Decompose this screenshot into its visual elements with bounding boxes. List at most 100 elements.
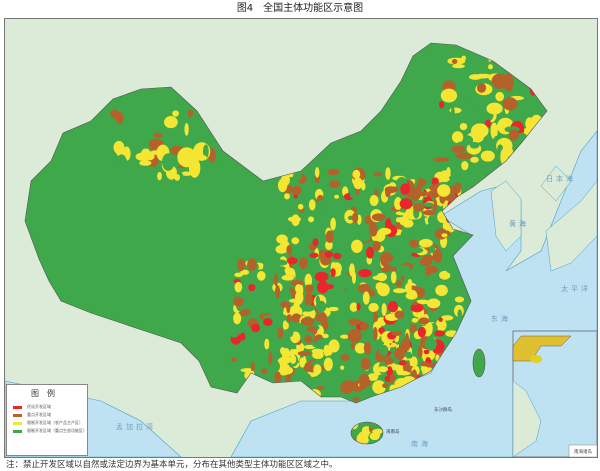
region-patch [230,332,239,338]
region-patch [174,174,181,181]
region-patch [300,372,312,384]
region-patch [330,268,336,277]
region-patch [411,247,424,254]
region-patch [356,432,368,444]
region-patch [405,367,414,373]
region-patch [368,302,379,312]
region-patch [360,357,371,371]
region-patch [319,249,327,260]
region-patch [356,302,361,311]
region-patch [237,258,246,272]
swatch-brown [13,413,22,417]
region-patch [400,229,408,243]
region-patch [313,227,324,237]
region-patch [454,296,465,303]
region-patch [432,249,443,263]
region-patch [448,175,463,181]
region-patch [411,347,417,356]
sea-label: 东海 [491,314,511,323]
map: 南海诸岛 黄海 东海 日本海 太平洋 南海 孟加拉湾 东沙群岛 海南岛 [4,18,598,458]
region-patch [352,169,361,179]
region-patch [372,172,383,177]
region-patch [332,286,347,300]
region-patch [450,145,466,153]
region-patch [397,370,411,376]
region-patch [441,233,448,238]
region-patch [184,122,189,136]
region-patch [312,341,323,348]
region-patch [264,338,270,350]
region-patch [260,368,268,374]
region-patch [435,318,447,332]
swatch-red [13,405,22,409]
region-patch [357,283,371,293]
legend-item: 重点开发区域 [13,411,87,419]
region-patch [477,82,487,93]
region-patch [349,186,355,199]
region-patch [368,222,378,237]
region-patch [116,154,127,171]
region-patch [422,209,437,216]
region-patch [394,310,405,319]
region-patch [490,122,498,140]
region-patch [426,190,441,199]
region-patch [434,330,445,337]
region-patch [418,179,427,186]
region-patch [399,198,413,210]
region-patch [304,292,313,307]
region-patch [404,351,412,358]
region-patch [414,191,428,197]
region-patch [446,267,457,274]
region-patch [314,271,329,282]
region-patch [438,317,443,322]
region-patch [418,238,433,248]
region-patch [316,280,329,294]
region-patch [297,203,304,210]
region-patch [375,354,384,359]
region-patch [378,227,392,235]
region-patch [426,298,441,309]
region-patch [304,284,314,294]
region-patch [340,381,354,394]
region-patch [231,357,237,363]
region-patch [350,342,356,350]
region-patch [330,217,336,231]
region-patch [450,106,455,123]
region-patch [285,373,291,383]
region-patch [354,342,367,354]
region-patch [294,290,304,305]
region-patch [446,166,451,177]
region-patch [412,203,424,212]
region-patch [398,264,410,273]
region-patch [234,272,244,278]
region-patch [325,230,334,244]
region-patch [323,344,330,357]
region-patch [308,216,315,223]
inset-label: 南海诸岛 [574,448,592,455]
region-patch [385,186,391,198]
region-patch [390,266,397,272]
region-patch [379,321,386,326]
region-patch [394,197,402,210]
region-patch [287,324,294,338]
region-patch [371,213,386,222]
region-patch [257,349,267,363]
region-patch [273,273,279,287]
region-patch [508,129,519,141]
region-patch [162,153,175,171]
region-patch [298,257,308,269]
region-patch [486,102,503,115]
region-patch [440,88,458,103]
region-patch [248,283,256,292]
region-patch [328,306,339,312]
region-patch [351,239,363,254]
region-patch [389,374,396,382]
region-patch [368,289,376,297]
region-patch [291,313,302,323]
region-patch [340,365,345,370]
region-patch [284,193,290,200]
region-patch [410,303,424,313]
region-patch [429,245,435,254]
region-patch [328,339,340,353]
region-patch [286,257,298,265]
